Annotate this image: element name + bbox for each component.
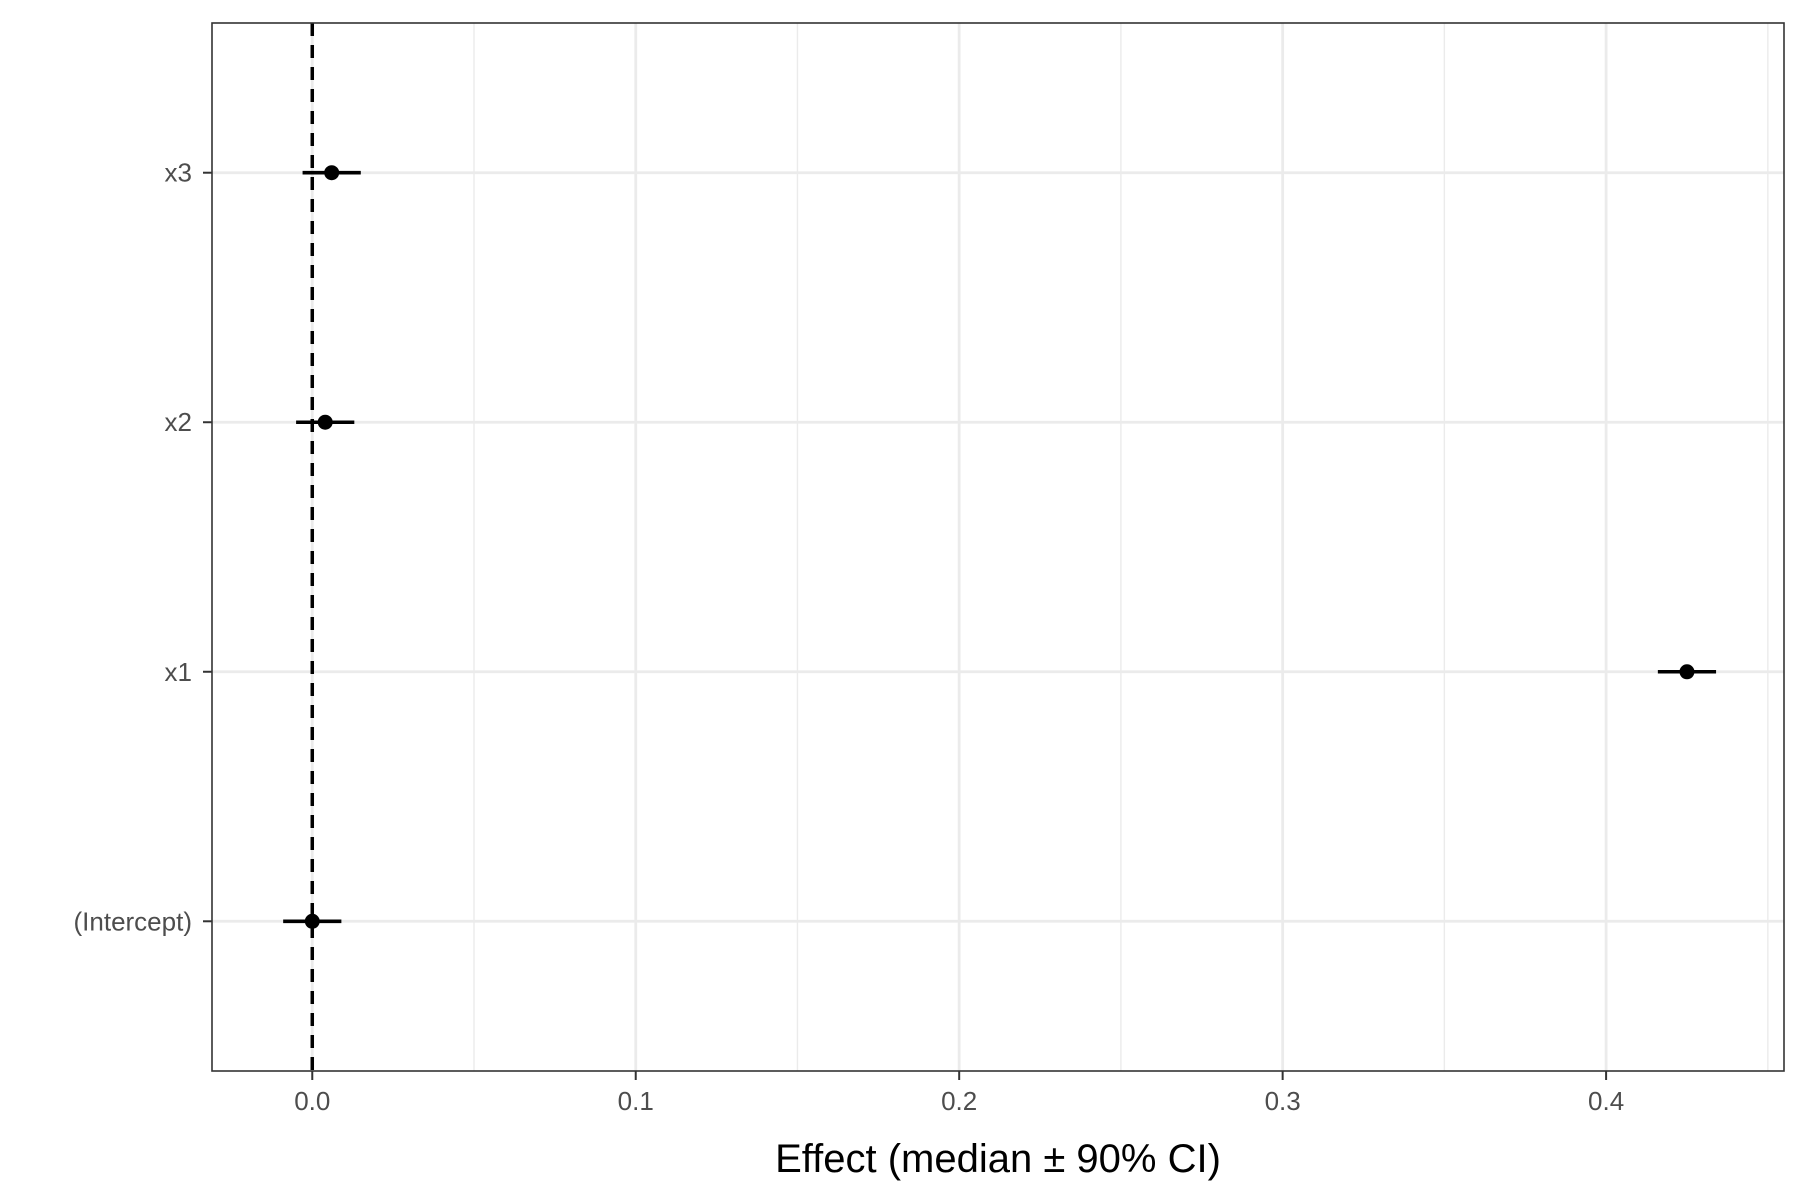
panel-border [211,22,1785,1072]
major-grid [212,23,1784,1071]
median-points [304,165,1695,929]
y-tick-label-0: (Intercept) [74,906,193,936]
x-tick-label-3: 0.3 [1265,1086,1301,1116]
panel-background [212,23,1784,1071]
minor-grid [473,23,1769,1071]
median-point-0 [304,913,320,929]
y-tick-label-3: x3 [165,158,192,188]
x-tick-label-4: 0.4 [1588,1086,1624,1116]
x-tick-label-2: 0.2 [941,1086,977,1116]
x-axis-title: Effect (median ± 90% CI) [775,1137,1221,1181]
x-tick-label-1: 0.1 [618,1086,654,1116]
x-tick-label-0: 0.0 [294,1086,330,1116]
y-tick-label-2: x2 [165,407,192,437]
x-axis: 0.0 0.1 0.2 0.3 0.4 [294,1071,1624,1116]
median-point-1 [1679,664,1695,680]
y-axis: (Intercept) x1 x2 x3 [74,158,212,936]
median-point-2 [317,414,333,430]
y-tick-label-1: x1 [165,657,192,687]
median-point-3 [324,165,340,181]
